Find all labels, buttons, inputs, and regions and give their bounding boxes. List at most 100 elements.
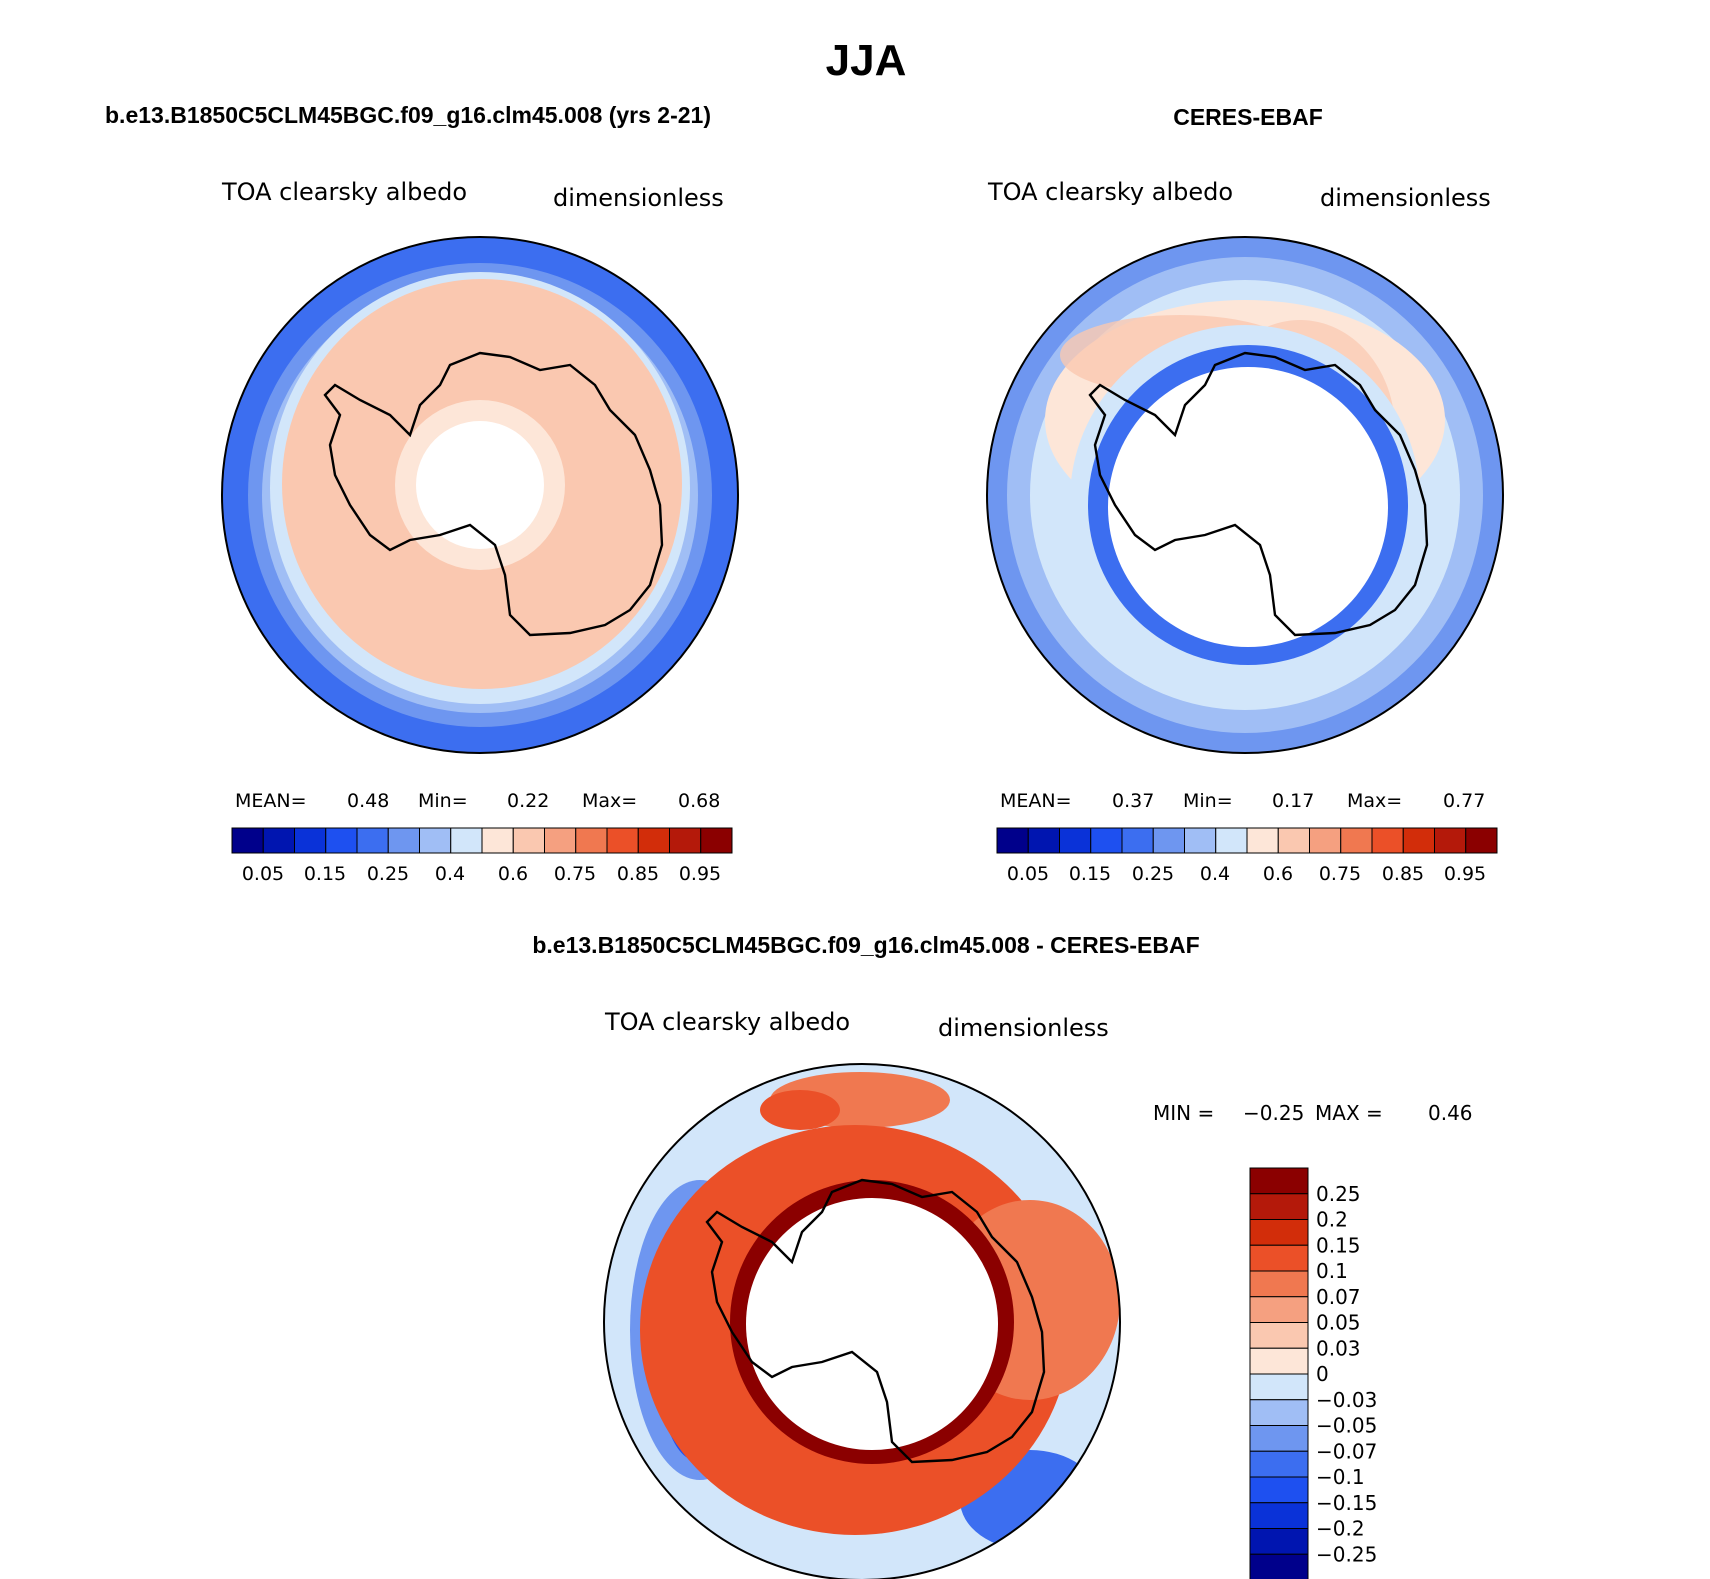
colorbar-tick: 0.15 xyxy=(1069,863,1111,885)
colorbar-cell xyxy=(575,827,608,854)
colorbar-cell xyxy=(1249,1167,1309,1195)
panel-diff-max: 0.46 xyxy=(1428,1101,1473,1125)
panel-obs-units: dimensionless xyxy=(1320,184,1491,212)
colorbar-tick: −0.03 xyxy=(1316,1388,1377,1412)
colorbar-cell xyxy=(325,827,358,854)
colorbar-cell xyxy=(1309,827,1342,854)
colorbar-cell xyxy=(294,827,327,854)
colorbar-cell xyxy=(1249,1476,1309,1504)
panel-diff-min: −0.25 xyxy=(1243,1101,1304,1125)
colorbar-obs xyxy=(996,827,1498,854)
colorbar-cell xyxy=(262,827,295,854)
panel-diff-heading: b.e13.B1850C5CLM45BGC.f09_g16.clm45.008 … xyxy=(532,932,1199,958)
colorbar-tick: 0.4 xyxy=(435,863,465,885)
panel-obs-mean: 0.37 xyxy=(1112,790,1154,812)
colorbar-cell xyxy=(1249,1296,1309,1323)
colorbar-tick: 0.95 xyxy=(1444,863,1486,885)
colorbar-cell xyxy=(1465,827,1498,854)
colorbar-model-ticks: 0.05 0.15 0.25 0.4 0.6 0.75 0.85 0.95 xyxy=(242,863,721,885)
panel-model-max: 0.68 xyxy=(678,790,720,812)
colorbar-cell xyxy=(1340,827,1373,854)
colorbar-tick: 0.75 xyxy=(1319,863,1361,885)
colorbar-cell xyxy=(419,827,452,854)
colorbar-tick: 0.6 xyxy=(498,863,528,885)
panel-model-min-label: Min= xyxy=(418,790,468,812)
colorbar-tick: 0.15 xyxy=(1316,1233,1361,1257)
colorbar-tick: 0.25 xyxy=(1316,1182,1361,1206)
colorbar-cell xyxy=(1249,1270,1309,1298)
colorbar-tick: 0.25 xyxy=(367,863,409,885)
colorbar-tick: 0.6 xyxy=(1263,863,1293,885)
colorbar-cell xyxy=(1277,827,1310,854)
colorbar-tick: 0.1 xyxy=(1316,1259,1348,1283)
colorbar-cell xyxy=(231,827,264,854)
colorbar-cell xyxy=(1090,827,1123,854)
panel-model-variable: TOA clearsky albedo xyxy=(221,178,467,206)
panel-model-units: dimensionless xyxy=(553,184,724,212)
page-title: JJA xyxy=(826,36,907,85)
colorbar-tick: 0.15 xyxy=(304,863,346,885)
colorbar-cell xyxy=(1402,827,1435,854)
colorbar-tick: −0.2 xyxy=(1316,1517,1365,1541)
colorbar-cell xyxy=(1249,1553,1309,1579)
colorbar-cell xyxy=(387,827,420,854)
colorbar-cell xyxy=(669,827,702,854)
colorbar-cell xyxy=(1152,827,1185,854)
colorbar-tick: 0.07 xyxy=(1316,1285,1361,1309)
panel-obs-variable: TOA clearsky albedo xyxy=(987,178,1233,206)
panel-obs-min: 0.17 xyxy=(1272,790,1314,812)
panel-model-max-label: Max= xyxy=(582,790,637,812)
map-diff xyxy=(604,1064,1120,1579)
colorbar-cell xyxy=(1249,1219,1309,1246)
colorbar-cell xyxy=(450,827,483,854)
colorbar-tick: 0.85 xyxy=(617,863,659,885)
panel-obs-mean-label: MEAN= xyxy=(1000,790,1072,812)
colorbar-tick: 0.05 xyxy=(1007,863,1049,885)
colorbar-cell xyxy=(1027,827,1060,854)
colorbar-cell xyxy=(1249,1193,1309,1220)
colorbar-cell xyxy=(1246,827,1279,854)
colorbar-cell xyxy=(1371,827,1404,854)
panel-diff-max-label: MAX = xyxy=(1315,1101,1383,1125)
colorbar-diff xyxy=(1249,1167,1309,1579)
colorbar-tick: −0.15 xyxy=(1316,1491,1377,1515)
panel-obs: CERES-EBAF TOA clearsky albedo dimension… xyxy=(986,104,1504,885)
colorbar-cell xyxy=(1249,1322,1309,1349)
panel-model-min: 0.22 xyxy=(507,790,549,812)
colorbar-cell xyxy=(481,827,514,854)
colorbar-tick: 0.95 xyxy=(679,863,721,885)
colorbar-cell xyxy=(1434,827,1467,854)
colorbar-cell xyxy=(1215,827,1248,854)
colorbar-cell xyxy=(512,827,545,854)
colorbar-cell xyxy=(1249,1373,1309,1401)
colorbar-cell xyxy=(1249,1399,1309,1426)
colorbar-cell xyxy=(1249,1502,1309,1529)
colorbar-cell xyxy=(1121,827,1154,854)
panel-model-heading: b.e13.B1850C5CLM45BGC.f09_g16.clm45.008 … xyxy=(105,102,711,128)
panel-diff-units: dimensionless xyxy=(938,1014,1109,1042)
panel-diff-variable: TOA clearsky albedo xyxy=(604,1008,850,1036)
colorbar-tick: 0.05 xyxy=(242,863,284,885)
colorbar-cell xyxy=(1249,1528,1309,1555)
colorbar-cell xyxy=(356,827,389,854)
colorbar-tick: −0.07 xyxy=(1316,1439,1377,1463)
colorbar-cell xyxy=(996,827,1029,854)
colorbar-cell xyxy=(1249,1450,1309,1478)
panel-obs-heading: CERES-EBAF xyxy=(1173,104,1323,130)
colorbar-tick: 0.4 xyxy=(1200,863,1230,885)
panel-diff-min-label: MIN = xyxy=(1153,1101,1214,1125)
panel-obs-max: 0.77 xyxy=(1443,790,1485,812)
colorbar-tick: −0.1 xyxy=(1316,1465,1365,1489)
colorbar-tick: 0.75 xyxy=(554,863,596,885)
panel-diff: b.e13.B1850C5CLM45BGC.f09_g16.clm45.008 … xyxy=(532,932,1473,1579)
panel-model: b.e13.B1850C5CLM45BGC.f09_g16.clm45.008 … xyxy=(105,102,739,885)
colorbar-cell xyxy=(1249,1244,1309,1272)
panel-obs-min-label: Min= xyxy=(1183,790,1233,812)
colorbar-model xyxy=(231,827,733,854)
panel-model-mean: 0.48 xyxy=(347,790,389,812)
colorbar-tick: 0.25 xyxy=(1132,863,1174,885)
colorbar-tick: 0.03 xyxy=(1316,1336,1361,1360)
colorbar-cell xyxy=(1249,1347,1309,1375)
colorbar-cell xyxy=(700,827,733,854)
